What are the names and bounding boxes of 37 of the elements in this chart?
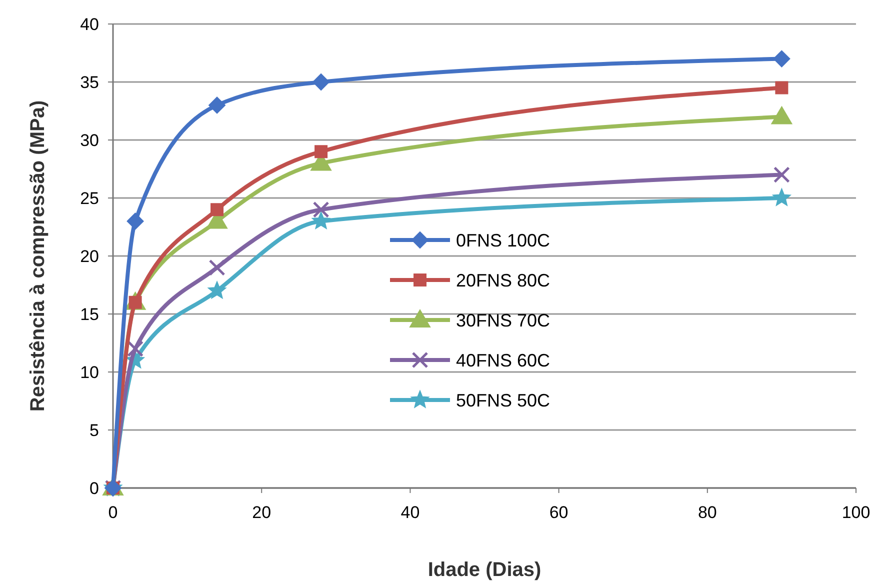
point: [775, 81, 788, 94]
point: [208, 259, 226, 276]
legend-label: 0FNS 100C: [456, 230, 550, 250]
point: [312, 74, 330, 90]
point: [314, 145, 328, 158]
point: [127, 340, 144, 358]
x-tick-label: 20: [252, 503, 272, 522]
point: [773, 50, 790, 68]
point: [772, 188, 791, 206]
point: [126, 212, 144, 230]
x-axis-title: Idade (Dias): [428, 559, 542, 581]
point: [208, 96, 226, 114]
point: [773, 166, 790, 184]
y-tick-label: 10: [80, 362, 99, 382]
point: [312, 212, 330, 229]
y-tick-label: 0: [90, 478, 99, 498]
legend-label: 50FNS 50C: [456, 390, 550, 410]
point: [312, 201, 330, 218]
point: [210, 203, 224, 216]
x-tick-label: 100: [842, 503, 870, 522]
y-tick-label: 35: [80, 72, 99, 92]
x-tick-label: 0: [108, 503, 118, 522]
y-tick-label: 20: [80, 246, 99, 266]
x-tick-label: 80: [698, 503, 717, 522]
y-axis-title: Resistência à compressão (MPa): [27, 100, 49, 412]
x-tick-label: 40: [400, 503, 420, 522]
y-tick-label: 25: [80, 188, 99, 208]
point: [771, 106, 792, 124]
y-tick-label: 40: [80, 14, 99, 34]
y-tick-label: 30: [80, 130, 99, 150]
point: [208, 281, 226, 299]
legend-label: 20FNS 80C: [456, 270, 550, 290]
legend-label: 40FNS 60C: [456, 350, 550, 370]
y-tick-label: 5: [90, 420, 99, 440]
y-tick-label: 15: [80, 304, 99, 324]
legend-label: 30FNS 70C: [456, 310, 550, 330]
x-tick-label: 60: [549, 503, 568, 522]
